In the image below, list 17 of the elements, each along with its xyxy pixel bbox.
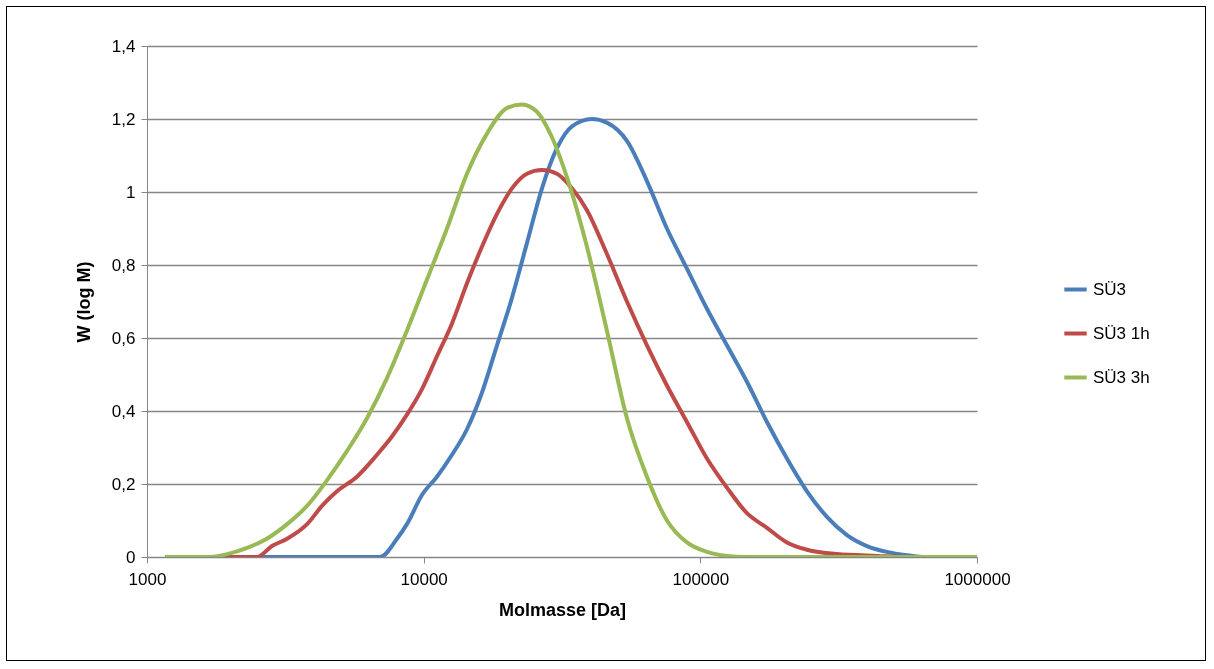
legend-label: SÜ3 1h <box>1093 323 1150 343</box>
y-tick-label: 1,2 <box>111 109 136 129</box>
y-tick-label: 1 <box>126 182 136 202</box>
y-tick-label: 1,4 <box>111 36 136 56</box>
y-axis-title: W (log M) <box>73 261 94 343</box>
x-tick-label: 10000 <box>400 569 448 589</box>
x-axis-title: Molmasse [Da] <box>498 599 627 620</box>
y-tick-label: 0,8 <box>111 255 136 275</box>
x-tick-label: 1000 <box>128 569 167 589</box>
legend-label: SÜ3 <box>1093 279 1127 299</box>
x-tick-label: 1000000 <box>944 569 1011 589</box>
y-tick-label: 0 <box>126 547 136 567</box>
y-tick-label: 0,4 <box>111 401 136 421</box>
x-tick-label: 100000 <box>672 569 730 589</box>
y-tick-label: 0,6 <box>111 328 136 348</box>
y-tick-label: 0,2 <box>111 474 136 494</box>
legend-label: SÜ3 3h <box>1093 367 1150 387</box>
